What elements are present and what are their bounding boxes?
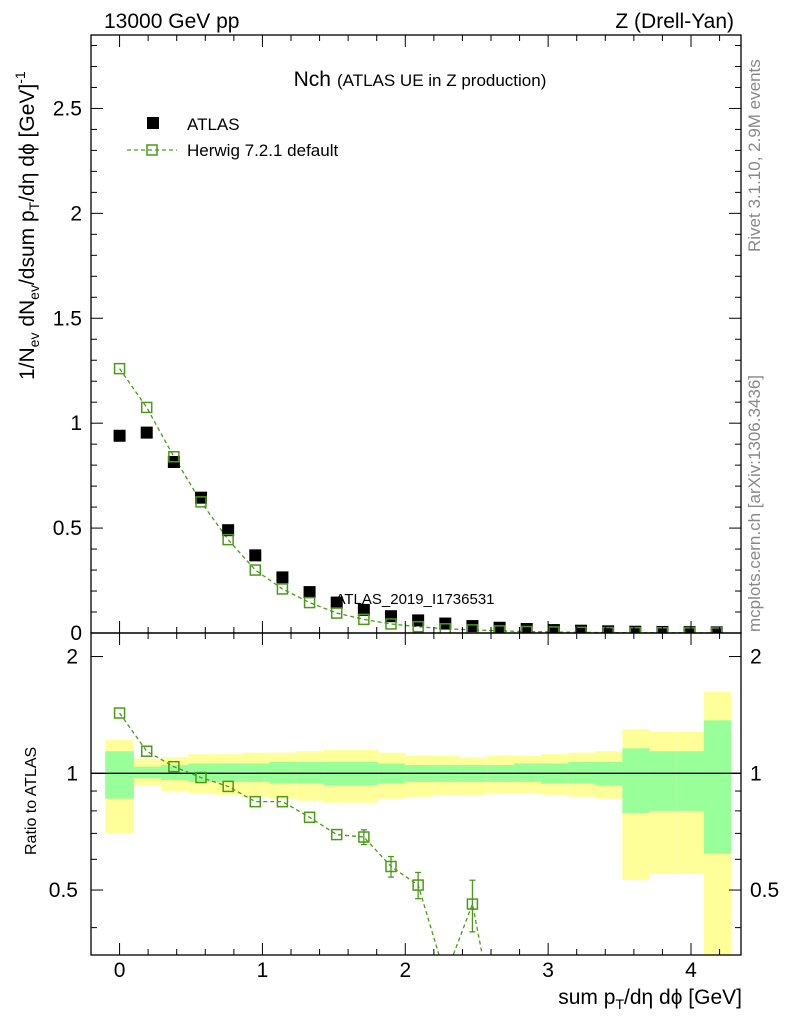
ratio-y-tick-label: 2 [66, 646, 78, 669]
data-point [357, 603, 370, 616]
ratio-mc-point [195, 771, 207, 784]
main-ticks: 0 0.5 1 1.5 2 2.5 [53, 35, 741, 645]
data-point [330, 596, 343, 609]
legend: ATLAS Herwig 7.2.1 default [127, 115, 338, 160]
x-tick-label: 4 [685, 959, 697, 982]
y-tick-label: 1 [70, 412, 82, 435]
y-tick-label: 1.5 [53, 307, 82, 330]
rivet-label: Rivet 3.1.10, 2.9M events [745, 59, 764, 252]
data-point [710, 626, 723, 633]
ratio-mc-point [385, 860, 397, 873]
ratio-mc-point [466, 898, 479, 910]
data-point [412, 614, 425, 627]
ratio-mc-point [168, 760, 180, 773]
title-sub: (ATLAS UE in Z production) [337, 71, 546, 90]
data-point [249, 549, 262, 562]
data-point [276, 571, 289, 584]
ratio-mc-point [140, 745, 153, 757]
ratio-y-tick-label: 0.5 [49, 879, 78, 902]
data-point [140, 426, 153, 439]
data-point [113, 429, 126, 442]
ratio-band-stat [703, 720, 731, 854]
data-point [520, 623, 533, 633]
x-tick-label: 2 [399, 959, 411, 982]
ratio-mc-point [330, 828, 343, 841]
ratio-mc-point [412, 879, 424, 891]
data-point [575, 624, 587, 633]
x-tick-label: 3 [542, 959, 554, 982]
ratio-panel: 0 1 2 3 4 0.5 0.5 1 1 2 2 Ratio to ATLAS [23, 632, 779, 982]
ratio-band-stat [676, 751, 704, 811]
data-point [222, 524, 235, 537]
mc-point [168, 450, 180, 463]
ratio-marks [91, 692, 741, 955]
mc-point [195, 496, 207, 508]
mc-point [358, 613, 370, 626]
data-point [629, 625, 642, 633]
x-tick-label: 0 [114, 959, 126, 982]
data-point [683, 626, 696, 633]
mc-point [303, 596, 316, 609]
main-panel: 0 0.5 1 1.5 2 2.5 Nch (ATLAS UE in Z productio… [12, 34, 742, 645]
y-tick-label: 0.5 [53, 517, 82, 540]
mc-point [113, 362, 126, 375]
ratio-mc-point [222, 780, 234, 793]
ratio-ticks: 0 1 2 3 4 0.5 0.5 1 1 2 2 [49, 633, 779, 982]
data-point [195, 491, 207, 504]
data-point [385, 610, 397, 623]
ratio-y-tick-label-right: 0.5 [750, 879, 779, 902]
data-point [466, 620, 479, 633]
ratio-y-tick-label-right: 2 [750, 646, 762, 669]
ratio-band-stat [105, 751, 134, 799]
y-tick-label: 2 [70, 202, 82, 225]
ratio-mc-point [249, 795, 262, 808]
ratio-band-stat [622, 748, 650, 813]
ratio-y-tick-label: 1 [66, 762, 78, 785]
ratio-mc-line [119, 712, 483, 955]
ratio-band-stat [649, 751, 677, 811]
ratio-y-tick-label-right: 1 [750, 762, 762, 785]
mc-point [249, 564, 262, 576]
data-point [493, 621, 506, 633]
ratio-band-stat [133, 766, 161, 779]
legend-mc-marker [146, 144, 158, 156]
ratio-mc-point [276, 795, 289, 808]
mc-point [548, 626, 560, 633]
x-tick-label: 1 [257, 959, 269, 982]
legend-data-marker [147, 117, 159, 129]
y-axis-label: 1/Nev dNev/dsum pT/dη dϕ [GeV]-1 [12, 71, 42, 380]
y-tick-label: 2.5 [53, 97, 82, 120]
ratio-band-stat [161, 765, 189, 781]
mc-point [330, 607, 343, 619]
legend-data-label: ATLAS [187, 115, 240, 134]
mc-point [140, 401, 153, 414]
title-main: Nch [294, 68, 331, 91]
data-point [602, 625, 615, 633]
ratio-mc-point [358, 831, 370, 843]
mc-point [222, 533, 234, 546]
ratio-mc-point [113, 707, 126, 719]
analysis-watermark: ATLAS_2019_I1736531 [335, 591, 494, 608]
mc-point [493, 625, 506, 633]
mc-point [276, 583, 289, 595]
process-label: Z (Drell-Yan) [615, 10, 734, 33]
collision-label: 13000 GeV pp [104, 10, 239, 33]
legend-mc-label: Herwig 7.2.1 default [187, 141, 338, 160]
mcplots-label: mcplots.cern.ch [arXiv:1306.3436] [745, 375, 764, 632]
mc-point [466, 624, 479, 633]
mc-point [439, 623, 452, 633]
ratio-mc-point [303, 811, 316, 824]
ratio-frame [90, 632, 742, 956]
mc-point [412, 620, 424, 633]
data-point [303, 586, 316, 599]
plot-title: Nch (ATLAS UE in Z production) [294, 68, 547, 91]
mc-point [520, 625, 533, 633]
mc-point [385, 618, 397, 630]
y-tick-label: 0 [70, 622, 82, 645]
x-axis-label: sum pT/dη dϕ [GeV] [558, 986, 742, 1012]
data-point [547, 624, 560, 633]
ratio-y-axis-label: Ratio to ATLAS [23, 747, 40, 855]
